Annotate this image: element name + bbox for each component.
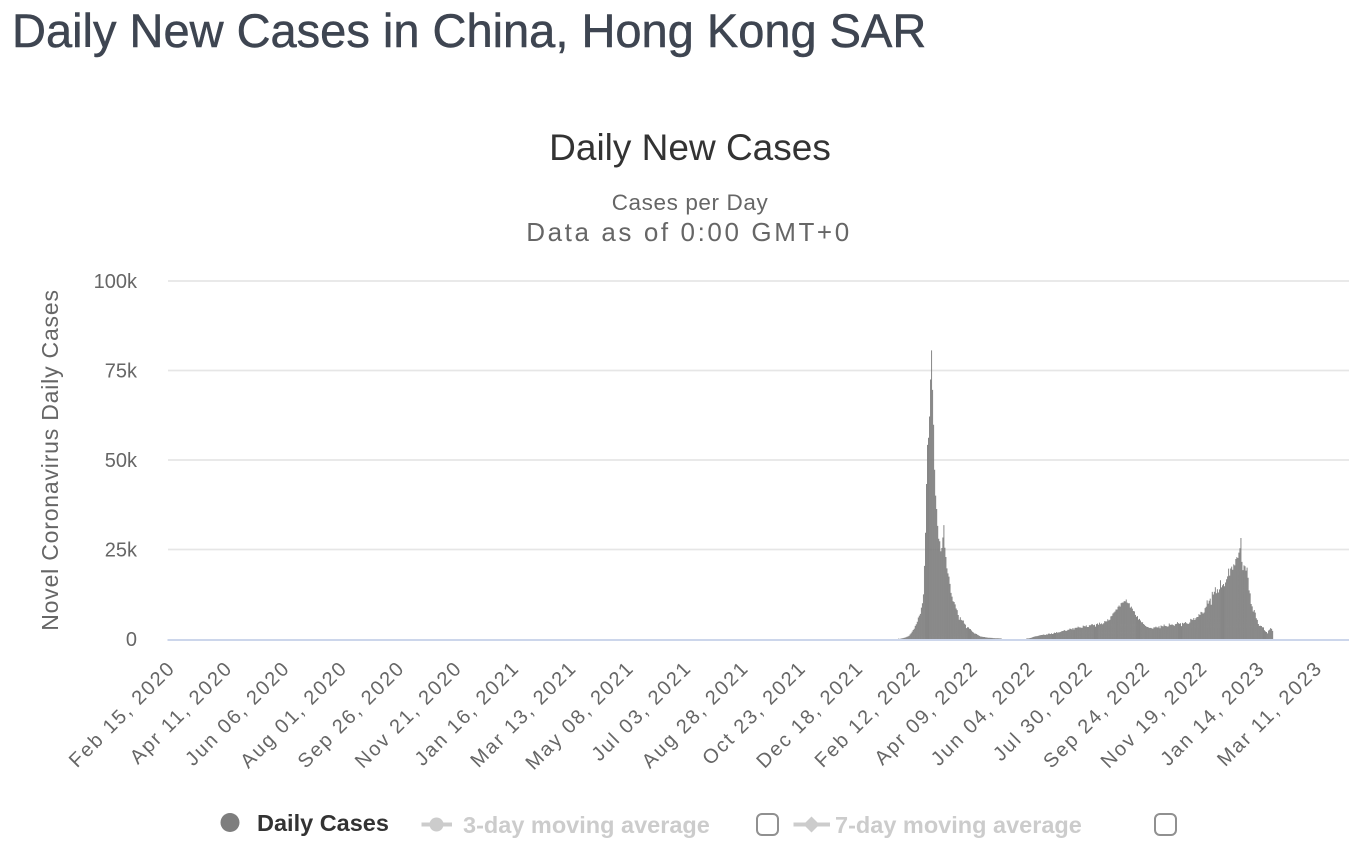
- svg-text:7-day moving average: 7-day moving average: [835, 812, 1082, 838]
- svg-text:Daily New Cases in China, Hong: Daily New Cases in China, Hong Kong SAR: [12, 4, 926, 57]
- svg-text:Daily New Cases: Daily New Cases: [549, 127, 831, 168]
- svg-text:25k: 25k: [105, 540, 138, 562]
- svg-text:Data as of 0:00 GMT+0: Data as of 0:00 GMT+0: [526, 217, 852, 247]
- svg-text:Cases per Day: Cases per Day: [612, 190, 769, 215]
- svg-text:75k: 75k: [105, 361, 138, 383]
- svg-text:Novel Coronavirus Daily Cases: Novel Coronavirus Daily Cases: [37, 289, 63, 630]
- svg-text:100k: 100k: [94, 271, 138, 293]
- svg-text:Daily Cases: Daily Cases: [257, 810, 389, 836]
- svg-text:0: 0: [126, 629, 137, 651]
- svg-text:50k: 50k: [105, 450, 138, 472]
- svg-text:3-day moving average: 3-day moving average: [463, 812, 710, 838]
